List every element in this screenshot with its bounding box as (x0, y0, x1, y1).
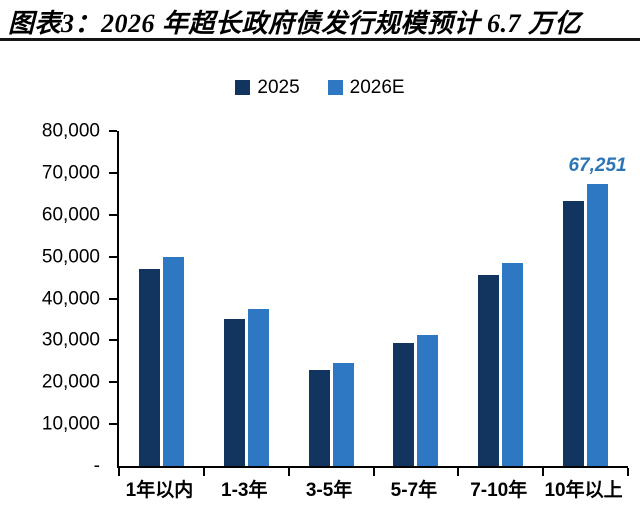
bar-group-10年以上: 67,251 (543, 131, 628, 466)
bar-2026E (332, 362, 354, 466)
x-category-label: 1年以内 (125, 480, 194, 501)
y-tick-label: 30,000 (41, 329, 100, 351)
y-tick-mark (109, 213, 117, 216)
bar-2026E (417, 334, 439, 466)
x-tick-mark (372, 468, 375, 476)
x-tick-mark (118, 468, 120, 476)
y-tick-label: 20,000 (41, 371, 100, 393)
legend-swatch-icon (327, 80, 343, 95)
bar-value-label: 67,251 (568, 155, 627, 177)
x-category-label: 3-5年 (305, 480, 353, 501)
bar-group-3-5年 (289, 131, 374, 466)
chart-legend: 2025 2026E (0, 78, 640, 97)
x-category-label: 10年以上 (544, 480, 623, 501)
bar-2026E (162, 256, 184, 466)
bar-group-5-7年 (373, 131, 458, 466)
y-tick-label: 80,000 (41, 120, 100, 142)
title-divider-line (0, 38, 640, 41)
x-tick-mark (202, 468, 205, 476)
x-category-label: 1-3年 (221, 480, 268, 501)
y-tick-label: 40,000 (41, 288, 100, 309)
bar-group-7-10年 (458, 131, 543, 466)
bar-2025 (478, 275, 500, 466)
x-axis-labels: 1年以内 1-3年 3-5年 5-7年 7-10年 10年以上 (117, 475, 626, 502)
y-tick-mark (109, 171, 117, 174)
x-category-label: 7-10年 (470, 480, 528, 501)
x-tick-mark (457, 468, 460, 476)
bar-2025 (138, 269, 160, 466)
bar-2025 (223, 318, 245, 466)
x-tick-mark (627, 468, 629, 476)
x-tick-mark (542, 468, 545, 476)
y-tick-mark (109, 255, 117, 258)
chart-title: 图表3：2026 年超长政府债发行规模预计 6.7 万亿 (8, 9, 582, 38)
legend-swatch-icon (235, 80, 251, 95)
y-tick-mark (109, 423, 117, 426)
bars-layer: 67,251 (119, 131, 628, 466)
legend-item-2025: 2025 (235, 77, 300, 98)
bar-2026E (502, 263, 524, 466)
y-tick-label: 60,000 (41, 204, 100, 226)
bar-2026E: 67,251 (568, 156, 627, 466)
bar-2025 (563, 200, 585, 466)
y-tick-label: 50,000 (41, 246, 100, 268)
y-tick-mark (109, 381, 117, 384)
legend-label: 2025 (257, 77, 300, 98)
y-tick-mark (109, 130, 117, 132)
bar-2025 (393, 342, 415, 466)
bar-2026E (247, 308, 269, 466)
y-tick-label: - (93, 455, 100, 477)
x-tick-mark (287, 468, 290, 476)
y-axis-labels: - 10,000 20,000 30,000 40,000 50,000 60,000 70,… (0, 122, 100, 476)
plot-area: 67,251 (109, 130, 629, 476)
y-tick-label: 10,000 (41, 413, 100, 435)
bar-group-1-3年 (204, 131, 289, 466)
y-tick-label: 70,000 (41, 162, 100, 184)
y-tick-mark (109, 339, 117, 342)
legend-label: 2026E (349, 77, 405, 98)
bar-2025 (308, 369, 330, 466)
legend-item-2026E: 2026E (327, 77, 405, 98)
bar-group-1年以内 (119, 131, 204, 466)
x-category-label: 5-7年 (390, 480, 438, 501)
y-tick-mark (109, 297, 117, 300)
